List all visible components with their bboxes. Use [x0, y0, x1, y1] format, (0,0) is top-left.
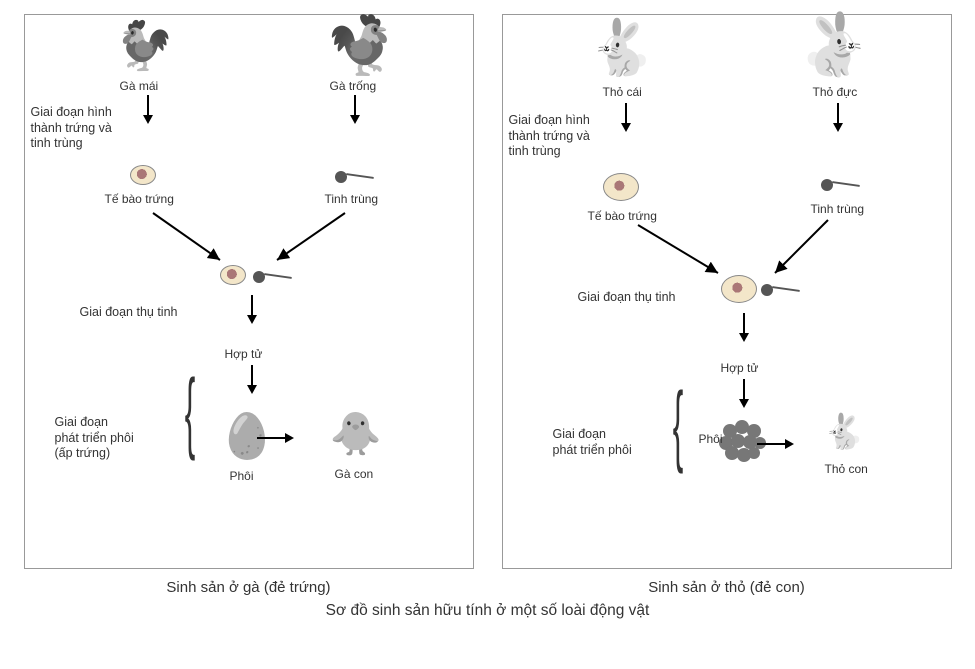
- brace-icon-2: {: [663, 403, 693, 460]
- arrow-embryo-right-2: [785, 439, 794, 449]
- offspring-label-2: Thỏ con: [825, 462, 868, 476]
- brace-icon: {: [175, 390, 205, 447]
- stage-fert-label: Giai đoạn thụ tinh: [80, 305, 178, 321]
- embryo-label: Phôi: [230, 469, 254, 483]
- arrow-embryo-right: [285, 433, 294, 443]
- arrow-zyg-down-2: [739, 399, 749, 408]
- chick-icon: 🐥: [330, 413, 382, 455]
- fert-egg-2: [721, 275, 757, 303]
- main-caption: Sơ đồ sinh sản hữu tính ở một số loài độ…: [14, 602, 961, 620]
- offspring-label: Gà con: [335, 467, 374, 481]
- stage-fert-label-2: Giai đoạn thụ tinh: [578, 290, 676, 306]
- arrow-fert-down: [247, 315, 257, 324]
- zygote-label-2: Hợp tử: [721, 361, 759, 375]
- diagram-wrap: 🐓 Gà mái 🐓 Gà trống Giai đoạn hình thành…: [14, 14, 961, 596]
- panel-rabbit: 🐇 Thỏ cái 🐇 Thỏ đực Giai đoạn hình thành…: [502, 14, 952, 596]
- arrow-fert-down-2: [739, 333, 749, 342]
- stage-embryo-label: Giai đoạn phát triển phôi (ấp trứng): [55, 415, 134, 462]
- zygote-label: Hợp tử: [225, 347, 263, 361]
- bunny-icon: 🐇: [823, 415, 865, 449]
- panel-caption-2: Sinh sản ở thỏ (đẻ con): [502, 579, 952, 596]
- embryo-label-2: Phôi: [699, 432, 723, 446]
- stage-embryo-label-2: Giai đoạn phát triển phôi: [553, 427, 632, 458]
- fert-sperm: [253, 270, 265, 288]
- arrow-zyg-down: [247, 385, 257, 394]
- fert-egg: [220, 265, 246, 285]
- fert-sperm-2: [761, 283, 773, 301]
- panel-box: 🐓 Gà mái 🐓 Gà trống Giai đoạn hình thành…: [24, 14, 474, 569]
- panel-box-2: 🐇 Thỏ cái 🐇 Thỏ đực Giai đoạn hình thành…: [502, 14, 952, 569]
- panel-caption: Sinh sản ở gà (đẻ trứng): [24, 579, 474, 596]
- fert-arrows: [25, 15, 475, 570]
- panel-chicken: 🐓 Gà mái 🐓 Gà trống Giai đoạn hình thành…: [24, 14, 474, 596]
